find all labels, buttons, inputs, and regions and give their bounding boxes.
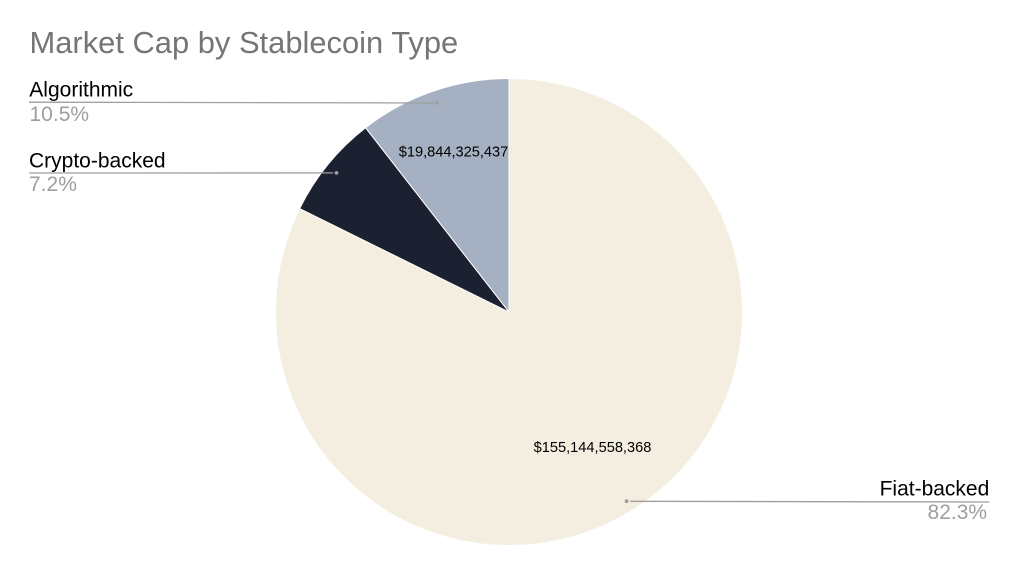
svg-text:Algorithmic: Algorithmic <box>29 79 133 102</box>
svg-text:7.2%: 7.2% <box>29 173 77 196</box>
svg-text:10.5%: 10.5% <box>30 103 90 126</box>
svg-text:Crypto-backed: Crypto-backed <box>29 150 166 173</box>
svg-text:Fiat-backed: Fiat-backed <box>880 478 990 501</box>
svg-text:$19,844,325,437: $19,844,325,437 <box>399 144 509 160</box>
svg-text:82.3%: 82.3% <box>928 501 988 524</box>
svg-text:Market Cap by Stablecoin Type: Market Cap by Stablecoin Type <box>30 25 459 60</box>
svg-text:$155,144,558,368: $155,144,558,368 <box>534 440 652 456</box>
